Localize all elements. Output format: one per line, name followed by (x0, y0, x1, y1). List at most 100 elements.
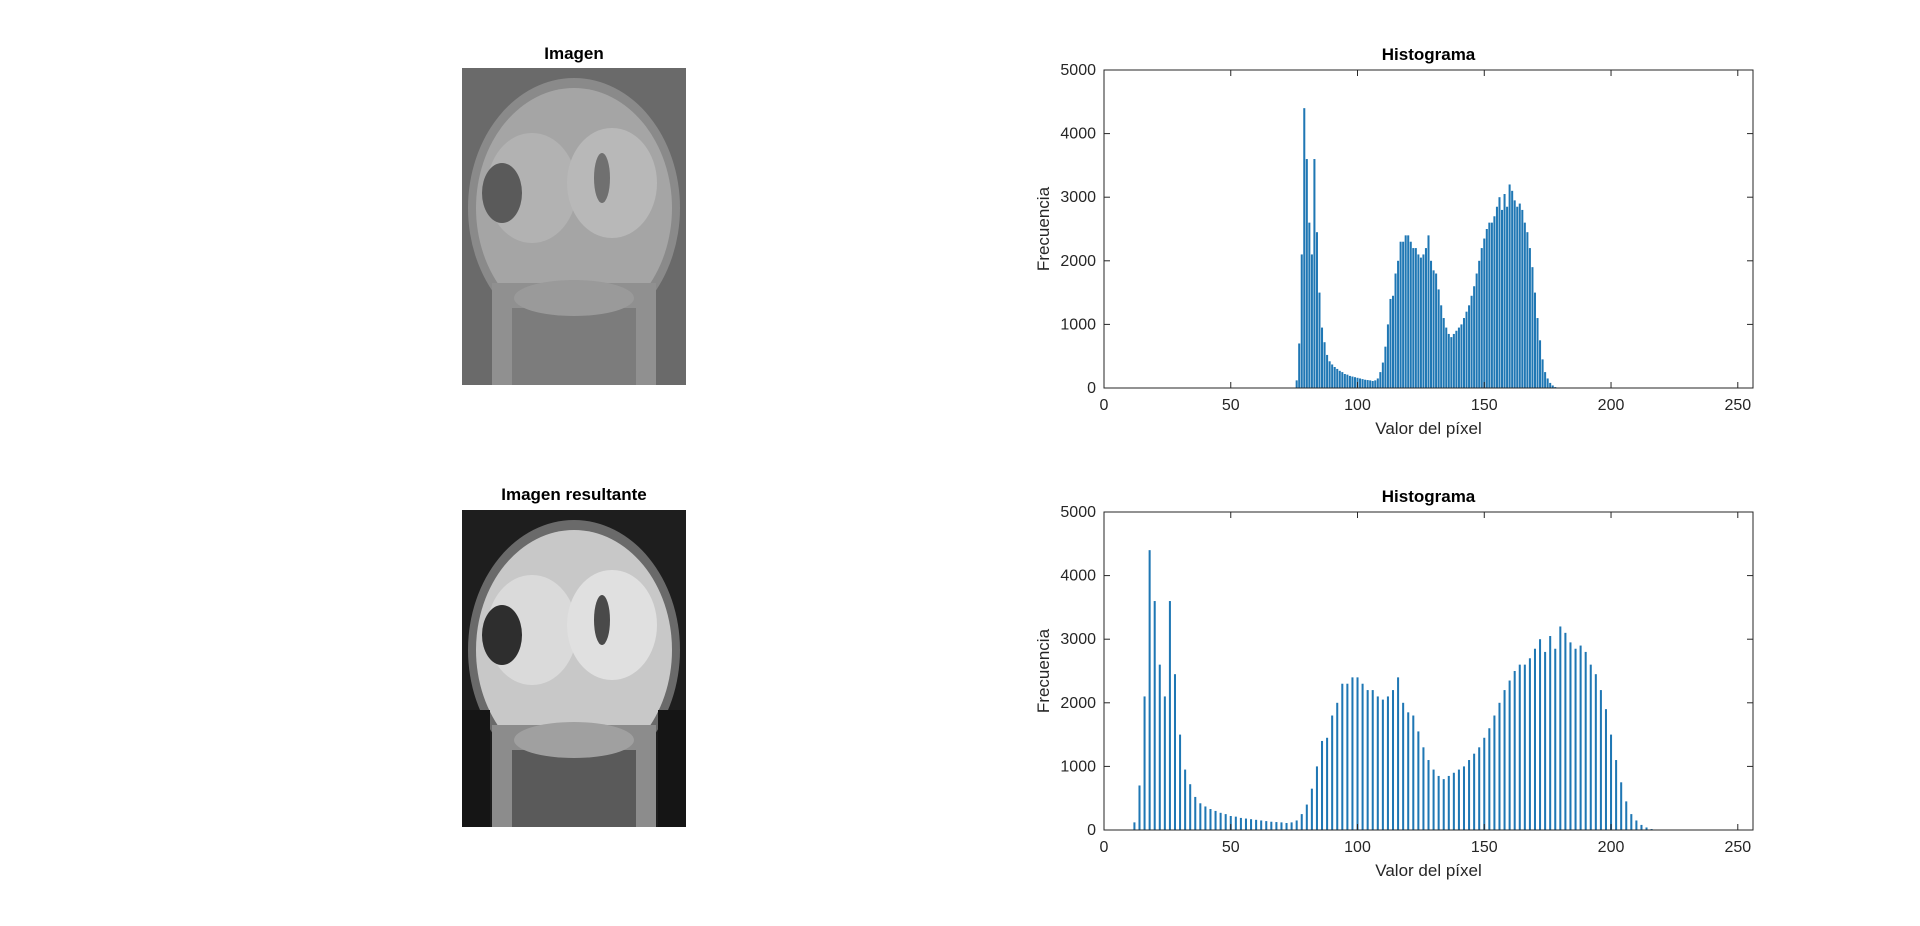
histogram-bar (1321, 327, 1324, 388)
histogram-bar (1336, 368, 1339, 388)
histogram-bar (1326, 354, 1329, 388)
y-tick-label: 3000 (1060, 631, 1096, 648)
histogram-bar (1493, 216, 1496, 388)
histogram-bar (1275, 822, 1278, 830)
histogram-bar (1589, 664, 1592, 830)
histogram-bar (1528, 658, 1531, 830)
histogram-bar (1214, 810, 1217, 830)
histogram-bar (1389, 298, 1392, 388)
histogram-bar (1478, 260, 1481, 388)
histogram-bar (1635, 820, 1638, 830)
histogram-bar (1544, 651, 1547, 830)
x-axis-label: Valor del píxel (1375, 861, 1481, 880)
histogram-bar (1381, 699, 1384, 830)
histogram-bar (1615, 760, 1618, 830)
histogram-bar (1341, 683, 1344, 830)
histogram-bar (1305, 159, 1308, 388)
histogram-bar (1424, 248, 1427, 388)
histogram-bar (1513, 200, 1516, 388)
histogram-bar (1554, 648, 1557, 830)
brain-mri-image (462, 68, 686, 385)
histogram-bar (1442, 318, 1445, 388)
x-tick-label: 250 (1724, 397, 1751, 414)
histogram-bar (1148, 550, 1151, 830)
y-tick-label: 5000 (1060, 62, 1096, 79)
x-axis-label: Valor del píxel (1375, 419, 1481, 438)
histogram-bar (1460, 324, 1463, 388)
histogram-bar (1371, 690, 1374, 830)
histogram-bar (1465, 311, 1468, 388)
y-axis-label: Frecuencia (1034, 186, 1053, 271)
histogram-bar (1260, 820, 1263, 830)
x-tick-label: 0 (1100, 397, 1109, 414)
histogram-bar (1437, 289, 1440, 388)
histogram-bar (1244, 818, 1247, 830)
histogram-bar (1485, 229, 1488, 388)
histogram-bar (1386, 324, 1389, 388)
histogram-bar (1184, 769, 1187, 830)
histogram-bar (1457, 769, 1460, 830)
histogram-bar (1153, 601, 1156, 830)
histogram-bar (1333, 367, 1336, 388)
histogram-bar (1475, 273, 1478, 388)
y-tick-label: 1000 (1060, 758, 1096, 775)
x-tick-label: 50 (1222, 839, 1240, 856)
histogram-bar (1376, 378, 1379, 388)
histogram-bar (1414, 248, 1417, 388)
y-tick-label: 0 (1087, 822, 1096, 839)
histogram-bar (1457, 327, 1460, 388)
histogram-bar (1546, 378, 1549, 388)
histogram-bar (1599, 690, 1602, 830)
histogram-bar (1397, 677, 1400, 830)
histogram-bar (1483, 238, 1486, 388)
histogram-bar (1318, 292, 1321, 388)
histogram-bar (1163, 696, 1166, 830)
y-tick-label: 3000 (1060, 189, 1096, 206)
histogram-bar (1143, 696, 1146, 830)
histogram-bar (1549, 636, 1552, 830)
histogram-bar (1338, 370, 1341, 388)
histogram-bar (1447, 775, 1450, 830)
image-title: Imagen (544, 44, 604, 63)
histogram-bar (1422, 747, 1425, 830)
histogram-bar (1328, 361, 1331, 388)
histogram-bar (1353, 377, 1356, 388)
histogram-bar (1427, 760, 1430, 830)
histogram-bar (1384, 346, 1387, 388)
histogram-bar (1480, 248, 1483, 388)
histogram-bar (1348, 375, 1351, 388)
histogram-bar (1295, 820, 1298, 830)
histogram-bar (1295, 380, 1298, 388)
histogram-bar (1168, 601, 1171, 830)
histogram-bar (1462, 766, 1466, 830)
histogram-bar (1250, 819, 1253, 830)
histogram-bar (1473, 286, 1476, 388)
histogram-bar (1374, 380, 1377, 388)
histogram-bar (1305, 804, 1308, 830)
histogram-bar (1473, 753, 1476, 830)
histogram-bar (1498, 702, 1501, 830)
histogram-bar (1391, 690, 1395, 830)
histogram-bar (1594, 674, 1597, 830)
histogram-bar (1308, 222, 1311, 388)
histogram-bar (1549, 382, 1552, 388)
histogram-bar (1551, 385, 1554, 388)
x-tick-label: 200 (1598, 839, 1625, 856)
histogram-bar (1402, 702, 1405, 830)
histogram-bar (1321, 740, 1324, 830)
histogram-bar (1323, 342, 1326, 388)
histogram-bar (1351, 376, 1354, 388)
histogram-bar (1343, 374, 1346, 388)
x-tick-label: 50 (1222, 397, 1240, 414)
histogram-bar (1462, 318, 1466, 388)
histogram-bar (1569, 642, 1572, 830)
histogram-bar (1450, 337, 1453, 388)
histogram-bar (1518, 664, 1521, 830)
histogram-bar (1404, 235, 1407, 388)
histogram-bar (1620, 782, 1623, 830)
histogram-bar (1427, 235, 1430, 388)
histogram-bar (1397, 260, 1400, 388)
histogram-bar (1503, 690, 1506, 830)
x-tick-label: 150 (1471, 397, 1498, 414)
histogram-bar (1366, 380, 1369, 388)
